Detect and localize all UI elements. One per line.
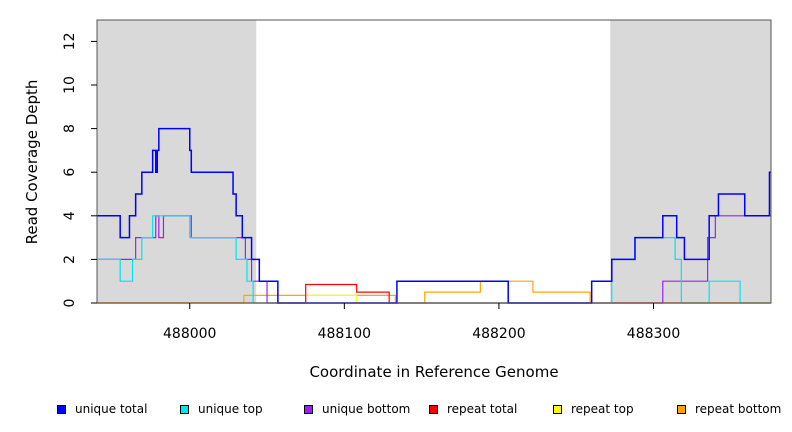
x-tick-label: 488200	[472, 326, 525, 342]
legend-item-unique-total: unique total	[57, 402, 147, 416]
y-tick-label: 8	[62, 124, 78, 133]
legend-label: repeat total	[447, 402, 518, 416]
legend-label: unique top	[198, 402, 263, 416]
legend: unique total unique top unique bottom repea…	[0, 402, 792, 418]
series-line-unique-total	[97, 127, 771, 304]
legend-swatch	[304, 404, 313, 414]
x-tick-label: 488100	[318, 326, 371, 342]
x-tick-label: 488300	[627, 326, 680, 342]
legend-item-repeat-total: repeat total	[429, 402, 517, 416]
plot-frame	[96, 19, 772, 304]
legend-swatch	[57, 404, 66, 414]
legend-item-repeat-top: repeat top	[553, 402, 634, 416]
y-axis-label: Read Coverage Depth	[23, 80, 41, 245]
legend-item-unique-top: unique top	[180, 402, 263, 416]
legend-swatch	[553, 404, 562, 414]
shaded-regions	[97, 20, 771, 303]
y-tick-label: 10	[62, 76, 78, 94]
axes: 488000 488100 488200 488300 0 2 4 6 8 10 12	[62, 32, 680, 342]
y-tick-label: 4	[62, 211, 78, 220]
x-tick-label: 488000	[163, 326, 216, 342]
legend-swatch	[180, 404, 189, 414]
legend-item-unique-bottom: unique bottom	[304, 402, 410, 416]
legend-label: repeat top	[571, 402, 634, 416]
legend-swatch	[429, 404, 438, 414]
y-tick-label: 12	[62, 32, 78, 50]
legend-item-repeat-bottom: repeat bottom	[677, 402, 781, 416]
y-tick-label: 6	[62, 168, 78, 177]
legend-swatch	[677, 404, 686, 414]
legend-label: repeat bottom	[695, 402, 782, 416]
shaded-region	[97, 20, 257, 303]
y-tick-label: 0	[62, 299, 78, 308]
x-axis-label: Coordinate in Reference Genome	[309, 363, 558, 381]
y-tick-label: 2	[62, 255, 78, 264]
shaded-region	[610, 20, 771, 303]
legend-label: unique total	[75, 402, 148, 416]
legend-label: unique bottom	[322, 402, 411, 416]
